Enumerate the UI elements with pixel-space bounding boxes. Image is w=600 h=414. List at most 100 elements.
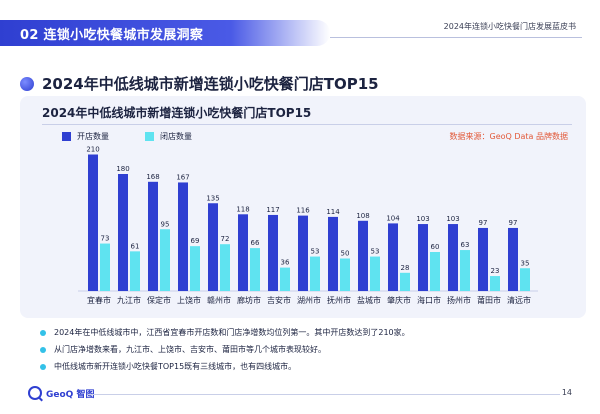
legend-swatch-close: [145, 132, 154, 141]
x-tick-label-6: 吉安市: [267, 295, 291, 305]
x-tick-label-1: 九江市: [117, 295, 141, 305]
legend-swatch-open: [62, 132, 71, 141]
bullet-item: 从门店净增数来看，九江市、上饶市、吉安市、莆田市等几个城市表现较好。: [40, 341, 410, 358]
label-open-13: 97: [479, 219, 488, 227]
footer-logo: GeoQ 智图: [28, 386, 94, 400]
bar-open-2: [148, 181, 158, 291]
bar-open-6: [268, 214, 278, 291]
label-open-10: 104: [386, 214, 400, 222]
x-tick-label-8: 抚州市: [327, 295, 351, 305]
label-open-7: 116: [296, 207, 310, 215]
label-open-9: 108: [356, 212, 369, 220]
bar-open-3: [178, 182, 188, 291]
x-tick-label-10: 肇庆市: [387, 295, 411, 305]
bar-open-14: [508, 227, 518, 291]
title-bullet-icon: [20, 76, 34, 91]
bar-close-4: [220, 244, 230, 291]
bar-close-13: [490, 276, 500, 291]
label-close-12: 63: [461, 241, 470, 249]
page-number: 14: [561, 388, 572, 397]
x-tick-label-12: 扬州市: [447, 295, 471, 305]
bar-open-10: [388, 223, 398, 291]
label-open-4: 135: [206, 194, 219, 202]
label-open-14: 97: [509, 219, 518, 227]
label-close-6: 36: [281, 259, 290, 267]
legend-label-close: 闭店数量: [160, 132, 192, 141]
label-close-13: 23: [491, 267, 500, 275]
footer-divider: [88, 394, 560, 395]
page-title-row: 2024年中低线城市新增连锁小吃快餐门店TOP15: [20, 73, 379, 94]
legend-item-close: 闭店数量: [145, 131, 192, 142]
x-tick-label-4: 赣州市: [207, 295, 231, 305]
label-close-11: 60: [431, 243, 440, 251]
bar-open-7: [298, 215, 308, 291]
label-open-12: 103: [446, 215, 459, 223]
bullet-dot-icon: [40, 346, 46, 353]
label-close-1: 61: [131, 242, 140, 250]
bar-open-9: [358, 220, 368, 291]
legend-item-open: 开店数量: [62, 131, 109, 142]
bar-open-1: [118, 174, 128, 291]
bar-close-11: [430, 252, 440, 291]
geoq-logo-icon: [28, 386, 42, 400]
bullet-text: 中低线城市新开连锁小吃快餐TOP15既有三线城市，也有四线城市。: [54, 362, 297, 371]
bar-close-14: [520, 268, 530, 291]
x-tick-label-0: 宜春市: [87, 295, 111, 305]
section-tab-label: 02 连锁小吃快餐城市发展洞察: [20, 27, 204, 43]
label-open-5: 118: [236, 205, 249, 213]
label-close-4: 72: [221, 235, 230, 243]
label-close-8: 50: [341, 250, 350, 258]
label-open-2: 168: [146, 173, 159, 181]
label-open-0: 210: [86, 146, 99, 154]
label-open-8: 114: [326, 208, 340, 216]
label-open-1: 180: [116, 165, 129, 173]
bar-open-11: [418, 224, 428, 291]
bar-close-8: [340, 258, 350, 291]
bar-open-0: [88, 154, 98, 291]
label-close-7: 53: [311, 248, 320, 256]
x-tick-label-3: 上饶市: [177, 295, 201, 305]
bullet-dot-icon: [40, 363, 46, 370]
bar-open-12: [448, 224, 458, 291]
bar-close-3: [190, 246, 200, 291]
x-tick-label-11: 海口市: [417, 295, 441, 305]
bar-close-1: [130, 251, 140, 291]
source-note: 数据来源：GeoQ Data 品牌数据: [449, 132, 569, 141]
chart-title: 2024年中低线城市新增连锁小吃快餐门店TOP15: [42, 106, 312, 120]
label-close-2: 95: [161, 220, 170, 228]
bar-open-13: [478, 227, 488, 291]
bar-close-9: [370, 256, 380, 291]
bullet-dot-icon: [40, 329, 46, 336]
bar-close-2: [160, 229, 170, 291]
x-tick-label-2: 保定市: [147, 295, 171, 305]
x-tick-label-9: 盐城市: [357, 295, 381, 305]
bar-close-10: [400, 272, 410, 291]
bar-open-8: [328, 216, 338, 291]
label-close-10: 28: [401, 264, 410, 272]
label-close-0: 73: [101, 235, 110, 243]
label-close-5: 66: [251, 239, 260, 247]
x-tick-label-5: 廊坊市: [237, 295, 261, 305]
label-close-9: 53: [371, 248, 380, 256]
bar-close-5: [250, 248, 260, 291]
label-open-6: 117: [266, 206, 279, 214]
legend-label-open: 开店数量: [77, 132, 109, 141]
chart-legend: 开店数量 闭店数量: [62, 131, 228, 142]
bar-close-7: [310, 256, 320, 291]
page-title: 2024年中低线城市新增连锁小吃快餐门店TOP15: [42, 75, 379, 93]
footer-logo-text: GeoQ 智图: [46, 389, 95, 400]
x-tick-label-7: 湖州市: [297, 295, 321, 305]
bullet-text: 2024年在中低线城市中，江西省宜春市开店数和门店净增数均位列第一。其中开店数达…: [54, 328, 410, 337]
label-open-11: 103: [416, 215, 429, 223]
report-title: 2024年连锁小吃快餐门店发展蓝皮书: [443, 22, 576, 31]
label-close-3: 69: [191, 237, 200, 245]
bar-open-4: [208, 203, 218, 291]
x-tick-label-14: 清远市: [507, 295, 531, 305]
bullet-item: 中低线城市新开连锁小吃快餐TOP15既有三线城市，也有四线城市。: [40, 358, 410, 375]
header-divider: [330, 37, 582, 38]
chart-title-divider: [42, 124, 572, 125]
x-tick-label-13: 莆田市: [477, 295, 501, 305]
bullet-list: 2024年在中低线城市中，江西省宜春市开店数和门店净增数均位列第一。其中开店数达…: [40, 324, 410, 375]
label-close-14: 35: [521, 259, 530, 267]
